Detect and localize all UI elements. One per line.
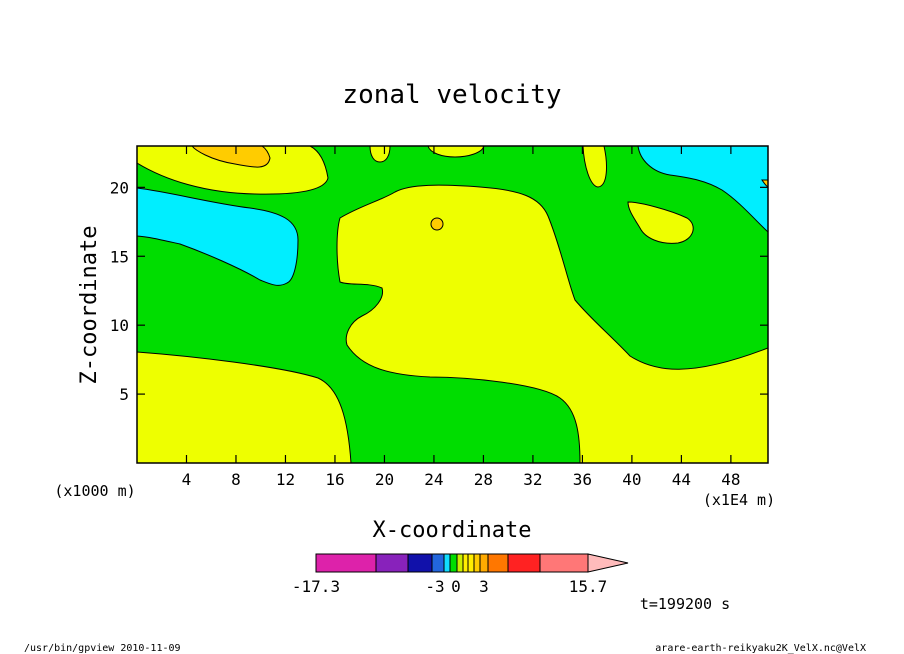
colorbar-band: [449, 553, 458, 573]
plot-frame: [136, 145, 769, 464]
y-tick-label: 15: [110, 247, 129, 266]
colorbar-band: [407, 553, 433, 573]
colorbar-band: [479, 553, 489, 573]
contour-region-yellow-top-mid: [427, 146, 485, 158]
colorbar-band: [473, 553, 481, 573]
colorbar-tick-label: -17.3: [292, 577, 340, 596]
x-tick-label: 4: [182, 470, 192, 489]
colorbar-band: [467, 553, 475, 573]
contour-region-yellow-top-left: [137, 146, 329, 195]
plot-area: [136, 145, 769, 464]
footer-left: /usr/bin/gpview 2010-11-09: [24, 643, 181, 654]
colorbar-labels: -17.3 -3 0 3 15.7: [292, 577, 607, 596]
x-tick-label: 28: [474, 470, 493, 489]
time-label: t=199200 s: [640, 595, 730, 613]
x-axis-unit: (x1E4 m): [703, 491, 775, 509]
footer-right: arare-earth-reikyaku2K_VelX.nc@VelX: [655, 643, 866, 654]
chart-title: zonal velocity: [342, 80, 561, 110]
x-tick-label: 32: [523, 470, 542, 489]
colorbar-band: [375, 553, 409, 573]
y-axis-label: Z-coordinate: [77, 226, 102, 385]
contour-region-orange-right-sliver: [761, 179, 768, 188]
x-tick-label: 40: [622, 470, 641, 489]
x-tick-label: 48: [721, 470, 740, 489]
contour-region-orange-dot: [430, 217, 444, 231]
x-tick-label: 16: [325, 470, 344, 489]
x-axis-ticks: 4 8 12 16 20 24 28 32 36 40 44 48: [182, 146, 741, 489]
contour-region-yellow-right-blob: [627, 201, 694, 244]
y-tick-label: 20: [110, 178, 129, 197]
colorbar-extend-arrow: [587, 553, 629, 573]
colorbar-band: [539, 553, 589, 573]
x-tick-label: 20: [375, 470, 394, 489]
y-axis-ticks: 5 10 15 20: [110, 178, 768, 404]
colorbar-band: [443, 553, 451, 573]
x-tick-label: 24: [424, 470, 443, 489]
contour-region-yellow-top-right: [582, 146, 607, 188]
x-tick-label: 12: [276, 470, 295, 489]
contour-region-cyan-left: [137, 187, 299, 286]
colorbar-band: [456, 553, 464, 573]
colorbar-band: [431, 553, 445, 573]
y-axis-unit: (x1000 m): [54, 482, 135, 500]
y-tick-label: 10: [110, 316, 129, 335]
colorbar-band: [507, 553, 541, 573]
colorbar-band: [487, 553, 509, 573]
contour-region-orange-top: [191, 146, 271, 168]
colorbar-tick-label: 0: [451, 577, 461, 596]
contour-region-yellow-bottom-left: [137, 351, 352, 463]
x-tick-label: 8: [231, 470, 241, 489]
contour-region-yellow-center: [336, 184, 768, 463]
colorbar-tick-label: 15.7: [569, 577, 608, 596]
contour-region-cyan-right: [637, 146, 768, 233]
colorbar-tick-label: 3: [479, 577, 489, 596]
x-tick-label: 44: [672, 470, 691, 489]
x-axis-label: X-coordinate: [373, 518, 532, 543]
colorbar-band: [315, 553, 377, 573]
colorbar-band: [462, 553, 469, 573]
y-tick-label: 5: [119, 385, 129, 404]
colorbar-tick-label: -3: [425, 577, 444, 596]
colorbar: [315, 553, 629, 573]
x-tick-label: 36: [573, 470, 592, 489]
